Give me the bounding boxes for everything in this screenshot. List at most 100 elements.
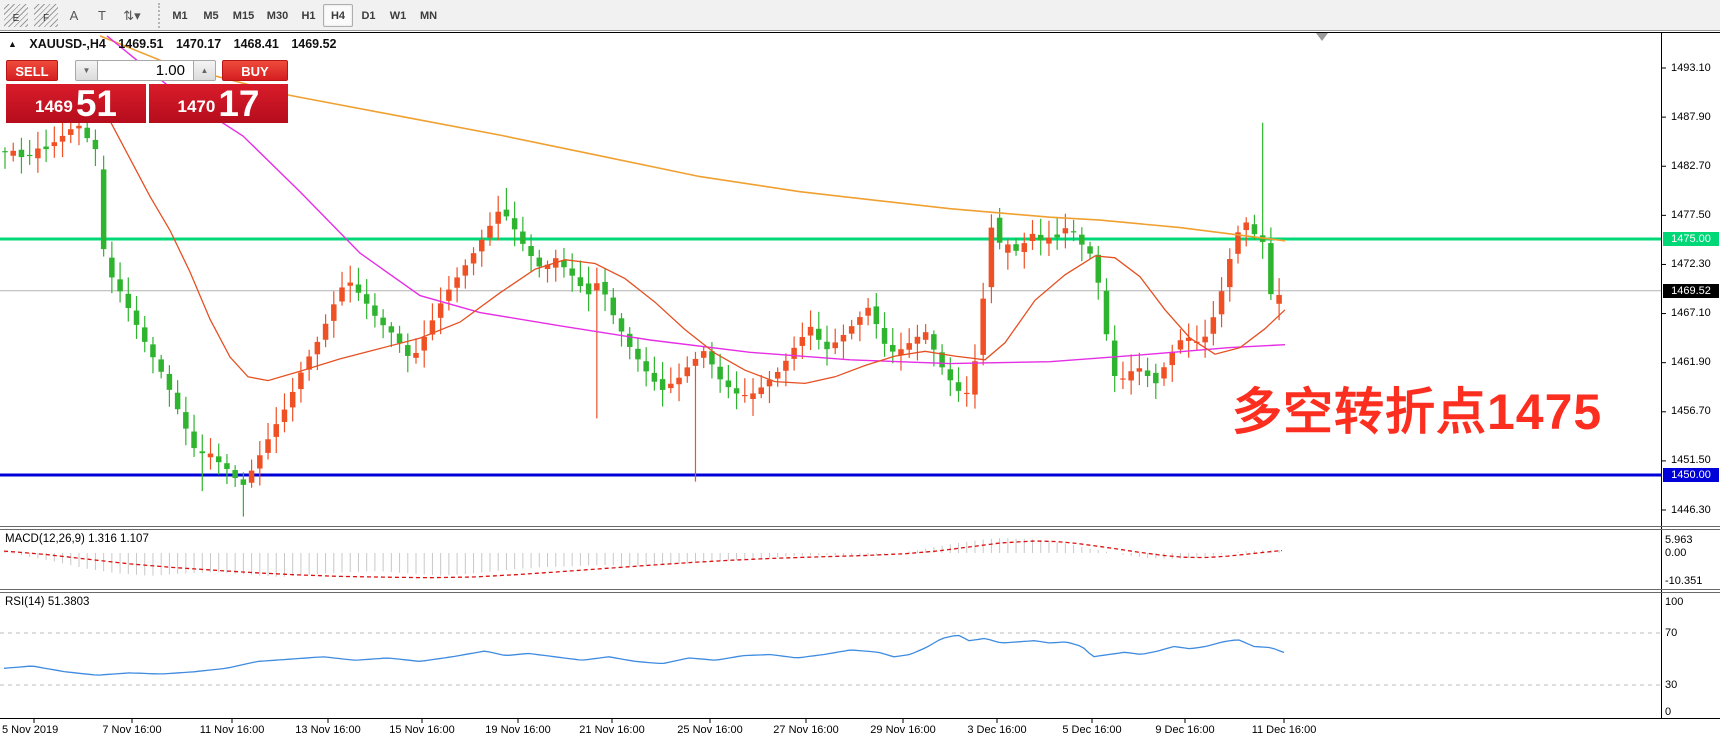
candle-body [972,361,978,395]
candle-body [1169,351,1175,366]
fibonacci-icon[interactable]: F [34,4,58,27]
price-axis-label: 1472.30 [1671,257,1711,270]
ma-medium-magenta[interactable] [106,35,1286,365]
candle-body [437,303,444,318]
volume-increase-button[interactable]: ▲ [193,60,216,81]
candle-body [388,326,395,333]
candle-body [848,326,855,334]
macd-label: MACD(12,26,9) 1.316 1.107 [5,533,149,545]
candle-body [413,352,419,358]
candle-body [668,383,674,389]
candle-body [1210,317,1217,334]
candle-body [898,349,904,356]
candle-body [725,380,732,388]
candle-body [470,253,477,264]
price-axis-label: 1456.70 [1671,405,1711,418]
price-axis-label: 1493.10 [1671,61,1711,74]
candle-body [832,342,838,349]
timeframe-button-m15[interactable]: M15 [232,10,255,22]
price-axis-label: 1477.50 [1671,208,1711,221]
candle-body [939,352,945,368]
time-axis-label: 15 Nov 16:00 [389,724,455,736]
volume-decrease-button[interactable]: ▼ [75,60,98,81]
timeframe-button-m1[interactable]: M1 [172,10,188,22]
candle-body [166,373,173,390]
chart-shift-marker-icon[interactable] [1316,33,1328,41]
arrows-objects-icon[interactable]: ⇅▾ [123,8,141,23]
candle-body [1185,337,1192,341]
candle-body [503,209,510,217]
candle-body [511,218,518,230]
timeframe-button-m30[interactable]: M30 [266,10,289,22]
macd-signal-line [3,540,1283,579]
candle-body [1177,340,1184,350]
candle-body [881,328,888,344]
timeframe-button-m5[interactable]: M5 [203,10,219,22]
macd-axis-label: 5.963 [1665,533,1693,546]
sell-button[interactable]: SELL [6,60,58,81]
candle-body [750,393,756,400]
price-axis-label: 1446.30 [1671,503,1711,516]
ma-slow-orange[interactable] [99,35,1286,242]
candle-body [347,282,353,286]
timeframe-button-h4[interactable]: H4 [323,4,353,27]
rsi-axis-label: 0 [1665,705,1672,718]
candle-body [1111,340,1118,376]
volume-input[interactable] [98,60,193,81]
sell-price-big: 51 [75,83,117,124]
candle-body [1103,290,1110,335]
candle-body [421,336,427,351]
ohlc-low: 1468.41 [233,37,279,51]
rsi-axis-label: 30 [1665,678,1678,691]
candle-body [774,371,781,379]
candle-body [191,431,197,449]
candle-body [922,332,929,340]
buy-button[interactable]: BUY [222,60,288,81]
candle-body [963,392,970,395]
candle-body [1062,228,1069,234]
ma-fast-vermilion[interactable] [109,120,1286,385]
candle-body [766,379,773,387]
ellipse-lines-icon[interactable]: E [4,4,28,27]
toolbar: E F A T ⇅▾ M1 M5 M15 M30 H1 H4 D1 W1 MN [0,0,1720,31]
candle-body [429,320,436,335]
time-axis-label: 27 Nov 16:00 [773,724,839,736]
text-label-icon[interactable]: A [69,8,79,23]
candle-body [618,318,625,332]
candle-body [536,257,543,267]
candle-body [783,360,789,371]
timeframe-button-w1[interactable]: W1 [389,10,407,22]
chart-background [0,31,1720,745]
sell-quote[interactable]: 1469 51 [6,84,146,123]
candle-body [635,348,641,360]
buy-quote[interactable]: 1470 17 [149,84,288,123]
time-axis-label: 9 Dec 16:00 [1155,724,1215,736]
text-box-icon[interactable]: T [98,8,106,23]
candle-body [684,367,691,377]
candle-body [446,289,452,301]
candle-body [733,388,740,394]
candle-body [84,127,90,139]
timeframe-button-d1[interactable]: D1 [361,10,376,22]
candle-body [1161,367,1167,379]
candle-body [92,139,99,150]
candle-body [602,281,608,295]
time-axis-label: 3 Dec 16:00 [967,724,1027,736]
candle-body [914,336,921,344]
candle-body [906,343,912,350]
timeframe-button-mn[interactable]: MN [419,10,438,22]
candle-body [150,344,156,358]
candle-body [594,283,600,291]
candle-body [59,135,66,142]
candle-body [363,294,370,304]
candle-body [487,225,493,238]
timeframe-button-h1[interactable]: H1 [301,10,316,22]
buy-price-small: 1470 [177,97,216,116]
candle-body [1087,246,1093,254]
candle-body [643,361,649,372]
candle-body [298,372,304,390]
candle-body [1079,234,1085,245]
candle-body [980,298,986,355]
